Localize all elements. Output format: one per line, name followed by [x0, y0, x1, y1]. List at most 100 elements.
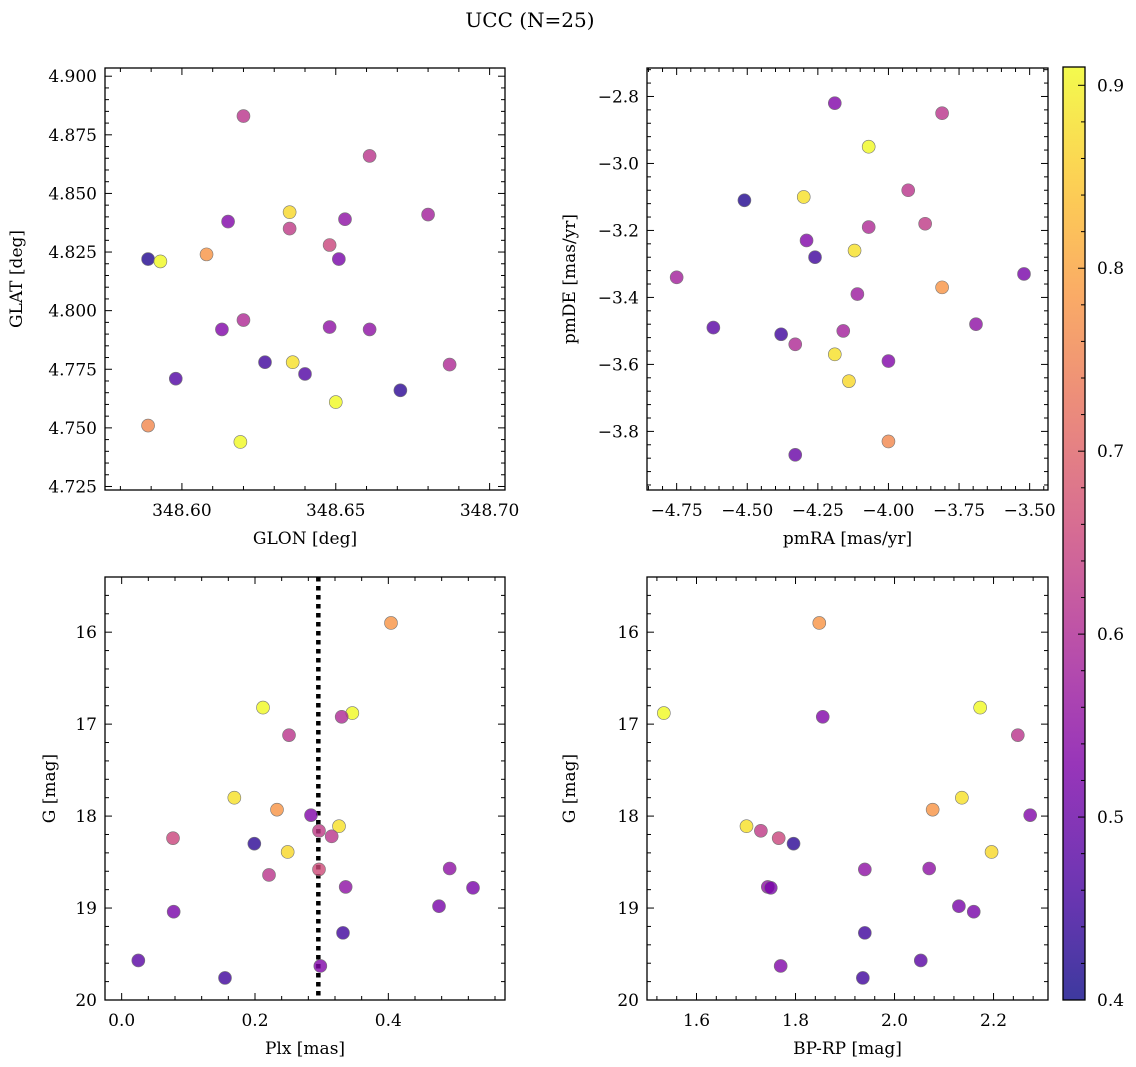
scatter-point — [304, 808, 318, 822]
scatter-point — [218, 971, 232, 985]
panel-bottom-left: 0.0 0.2 0.4 16 17 18 19 20 Plx [mas] G [mag] — [40, 576, 506, 1059]
scatter-point — [827, 96, 842, 110]
scatter-point — [282, 728, 296, 742]
x-tick-label: −4.75 — [651, 501, 703, 521]
scatter-point — [881, 434, 896, 449]
scatter-point — [808, 250, 822, 265]
scatter-point — [432, 899, 446, 914]
scatter-point — [131, 953, 146, 968]
scatter-point — [334, 709, 349, 724]
x-tick-label: 2.0 — [881, 1011, 908, 1031]
scatter-point — [312, 823, 326, 838]
scatter-point — [799, 233, 814, 248]
y-tick-label: 4.750 — [48, 419, 97, 439]
y-axis-label: pmDE [mas/yr] — [560, 214, 580, 344]
scatter-point — [858, 862, 872, 877]
scatter-point — [737, 193, 752, 208]
scatter-point — [836, 324, 851, 338]
scatter-point — [773, 959, 788, 973]
x-tick-label: 0.2 — [241, 1011, 268, 1031]
figure-title: UCC (N=25) — [465, 8, 594, 32]
scatter-point — [324, 829, 339, 844]
y-tick-label: 16 — [617, 623, 639, 643]
x-tick-label: 348.65 — [306, 501, 365, 521]
colorbar-tick-label: 0.6 — [1097, 625, 1124, 645]
scatter-point — [847, 243, 862, 258]
scatter-point — [270, 802, 284, 817]
scatter-point — [918, 216, 932, 231]
scatter-point — [754, 823, 768, 838]
scatter-point — [901, 183, 916, 198]
scatter-point — [442, 357, 457, 372]
scatter-point — [280, 845, 295, 859]
colorbar-frame — [1062, 66, 1086, 1001]
x-tick-label: 348.60 — [152, 501, 211, 521]
scatter-point — [328, 395, 343, 409]
scatter-point — [1017, 267, 1031, 281]
scatter-point — [282, 221, 297, 236]
scatter-point — [153, 254, 168, 269]
scatter-point — [298, 367, 312, 381]
y-tick-label: −3.6 — [598, 355, 639, 375]
y-axis-label: G [mag] — [40, 754, 60, 823]
y-tick-label: −3.4 — [598, 288, 639, 308]
y-tick-label: −2.8 — [598, 87, 639, 107]
x-tick-label: −3.75 — [933, 501, 985, 521]
scatter-point — [166, 904, 181, 919]
scatter-point — [842, 374, 856, 388]
colorbar-gradient — [1063, 67, 1085, 1000]
colorbar-tick-label: 0.8 — [1097, 259, 1124, 279]
x-tick-label: 348.70 — [460, 501, 519, 521]
scatter-point — [771, 831, 786, 845]
scatter-point — [442, 861, 457, 876]
scatter-point — [815, 709, 830, 724]
colorbar-tick-label: 0.5 — [1097, 808, 1124, 828]
axes-frame — [646, 576, 1049, 1001]
scatter-point — [952, 899, 966, 914]
y-tick-label: 4.725 — [48, 477, 97, 497]
scatter-point — [913, 953, 928, 968]
scatter-point — [362, 149, 377, 163]
scatter-point — [774, 327, 788, 342]
scatter-point — [312, 862, 326, 877]
scatter-point — [858, 926, 872, 940]
x-tick-label: −3.50 — [1004, 501, 1056, 521]
scatter-point — [955, 790, 969, 805]
scatter-point — [669, 270, 684, 285]
y-tick-label: 18 — [75, 807, 97, 827]
x-tick-label: 1.6 — [683, 1011, 710, 1031]
y-tick-label: 4.850 — [48, 184, 97, 204]
scatter-point — [338, 212, 352, 227]
scatter-point — [856, 971, 870, 985]
scatter-point — [969, 317, 983, 332]
scatter-point — [141, 252, 155, 266]
y-tick-label: −3.2 — [598, 221, 639, 241]
scatter-point — [322, 320, 337, 334]
colorbar: 0.4 0.5 0.6 0.7 0.8 0.9 — [1062, 66, 1124, 1011]
scatter-point — [788, 337, 803, 352]
axes-frame — [104, 576, 506, 1001]
scatter-point — [282, 205, 297, 219]
scatter-point — [881, 354, 896, 368]
scatter-point — [227, 790, 242, 805]
axes-frame — [104, 67, 506, 491]
scatter-point — [786, 836, 801, 851]
scatter-point — [812, 616, 827, 630]
scatter-point — [796, 190, 811, 204]
scatter-point — [322, 238, 337, 252]
x-tick-label: −4.00 — [862, 501, 914, 521]
scatter-point — [1011, 728, 1025, 742]
y-tick-label: 18 — [617, 807, 639, 827]
scatter-point — [141, 418, 155, 433]
scatter-point — [168, 371, 183, 386]
y-tick-label: 4.825 — [48, 243, 97, 263]
scatter-point — [763, 881, 778, 895]
x-tick-label: −4.50 — [721, 501, 773, 521]
scatter-point — [338, 880, 353, 894]
scatter-point — [384, 616, 398, 630]
scatter-point — [850, 287, 865, 301]
scatter-point — [973, 700, 987, 715]
scatter-point — [247, 836, 262, 851]
panel-top-left: 348.60 348.65 348.70 4.725 4.750 4.775 4.800 4.… — [7, 67, 519, 549]
